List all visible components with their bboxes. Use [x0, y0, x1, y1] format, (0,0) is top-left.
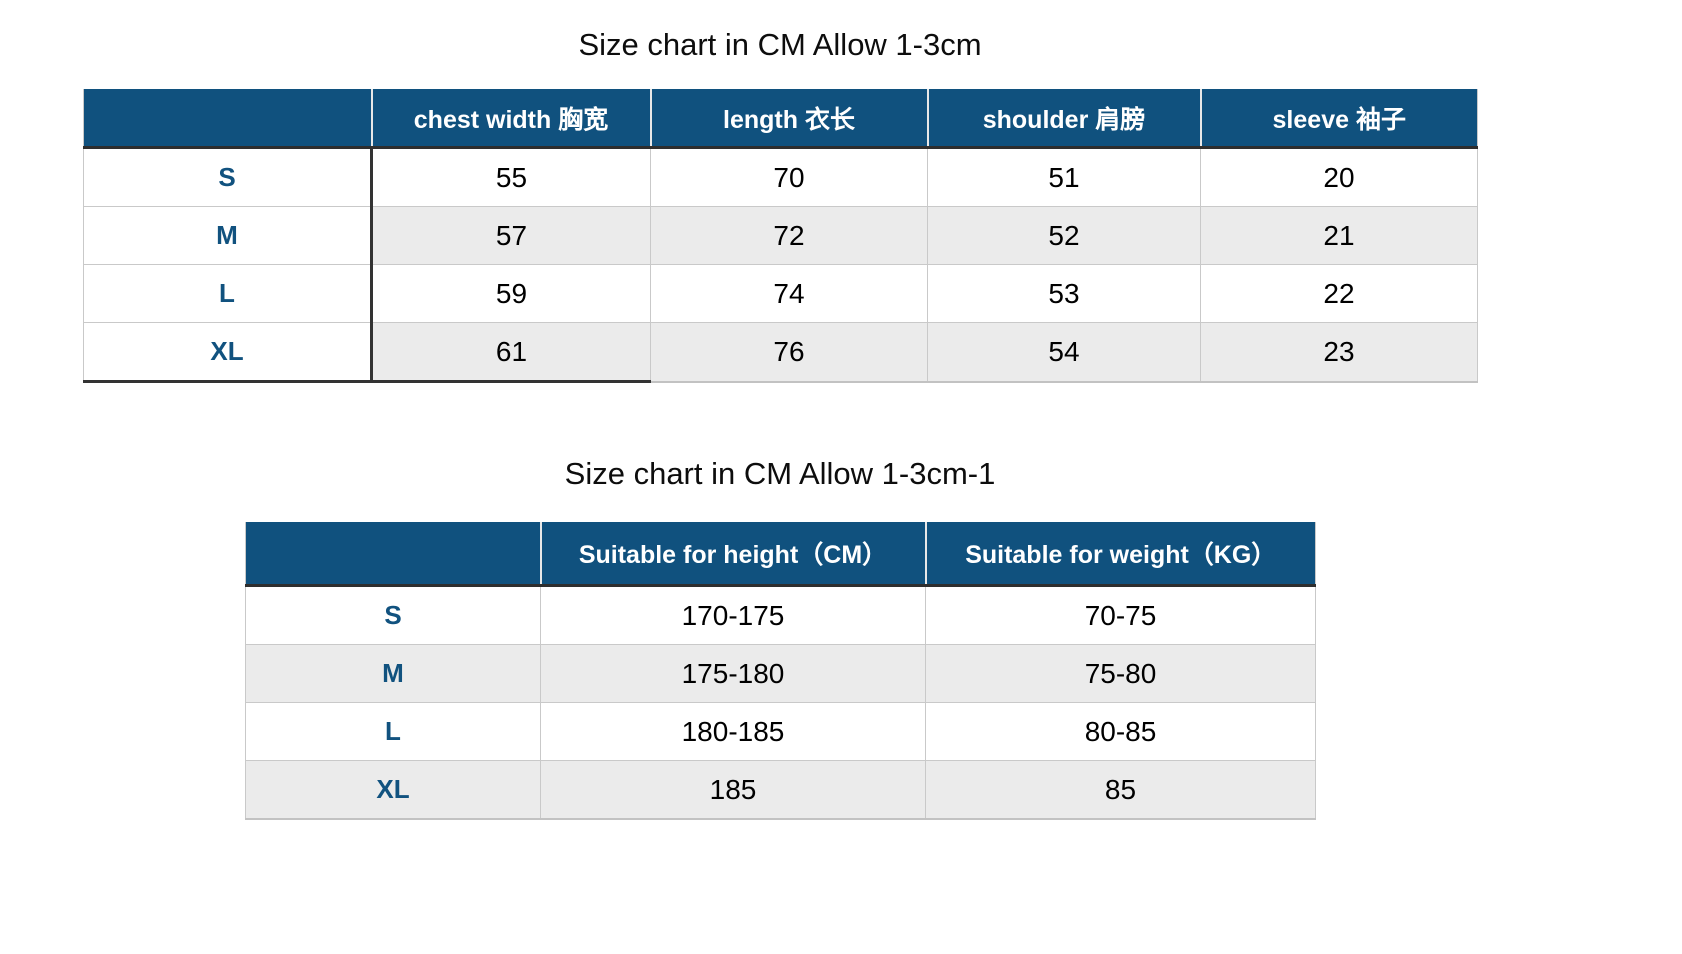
table-cell: 180-185 — [540, 702, 926, 762]
row-label-xl: XL — [245, 760, 541, 821]
table-row-s: S 170-175 70-75 — [245, 585, 1316, 646]
table-cell: 54 — [927, 322, 1201, 383]
table-cell: 59 — [371, 264, 651, 324]
table-cell: 72 — [650, 206, 928, 266]
table-cell: 70-75 — [925, 585, 1316, 646]
header-row: Suitable for height（CM） Suitable for wei… — [245, 522, 1316, 588]
table-cell: 75-80 — [925, 644, 1316, 704]
column-header-height: Suitable for height（CM） — [540, 522, 927, 588]
table-cell: 76 — [650, 322, 928, 383]
table-cell: 21 — [1200, 206, 1478, 266]
table-row-s: S 55 70 51 20 — [83, 147, 1478, 208]
corner-cell — [83, 89, 373, 150]
row-label-m: M — [83, 206, 373, 266]
table-cell: 85 — [925, 760, 1316, 821]
row-label-m: M — [245, 644, 541, 704]
table-cell: 185 — [540, 760, 926, 821]
table-cell: 80-85 — [925, 702, 1316, 762]
table-cell: 170-175 — [540, 585, 926, 646]
column-header-shoulder: shoulder 肩膀 — [927, 89, 1202, 150]
table-cell: 20 — [1200, 147, 1478, 208]
row-label-l: L — [245, 702, 541, 762]
table-row-l: L 59 74 53 22 — [83, 264, 1478, 324]
row-label-xl: XL — [83, 322, 373, 384]
table-row-xl: XL 61 76 54 23 — [83, 322, 1478, 384]
corner-cell — [245, 522, 542, 588]
row-label-l: L — [83, 264, 373, 324]
table-row-m: M 175-180 75-80 — [245, 644, 1316, 704]
row-label-s: S — [83, 147, 373, 208]
column-header-weight: Suitable for weight（KG） — [925, 522, 1316, 588]
table-row-xl: XL 185 85 — [245, 760, 1316, 821]
table-row-l: L 180-185 80-85 — [245, 702, 1316, 762]
table-cell: 53 — [927, 264, 1201, 324]
table-cell: 61 — [371, 322, 651, 384]
table-cell: 175-180 — [540, 644, 926, 704]
size-chart-section-2: Size chart in CM Allow 1-3cm-1 Suitable … — [245, 455, 1316, 821]
column-header-sleeve: sleeve 袖子 — [1200, 89, 1478, 150]
column-header-length: length 衣长 — [650, 89, 929, 150]
table-cell: 57 — [371, 206, 651, 266]
row-label-s: S — [245, 585, 541, 646]
table-cell: 52 — [927, 206, 1201, 266]
table-cell: 70 — [650, 147, 928, 208]
size-chart-1-title: Size chart in CM Allow 1-3cm — [578, 27, 982, 62]
size-chart-table-2: Suitable for height（CM） Suitable for wei… — [245, 522, 1316, 821]
header-row: chest width 胸宽 length 衣长 shoulder 肩膀 sle… — [83, 89, 1478, 150]
table-cell: 74 — [650, 264, 928, 324]
table-cell: 22 — [1200, 264, 1478, 324]
table-cell: 23 — [1200, 322, 1478, 383]
table-cell: 55 — [371, 147, 651, 208]
table-cell: 51 — [927, 147, 1201, 208]
table-row-m: M 57 72 52 21 — [83, 206, 1478, 266]
column-header-chest-width: chest width 胸宽 — [371, 89, 652, 150]
size-chart-2-title: Size chart in CM Allow 1-3cm-1 — [564, 456, 996, 492]
size-chart-table-1: chest width 胸宽 length 衣长 shoulder 肩膀 sle… — [83, 89, 1478, 384]
size-chart-section-1: Size chart in CM Allow 1-3cm chest width… — [83, 26, 1478, 384]
